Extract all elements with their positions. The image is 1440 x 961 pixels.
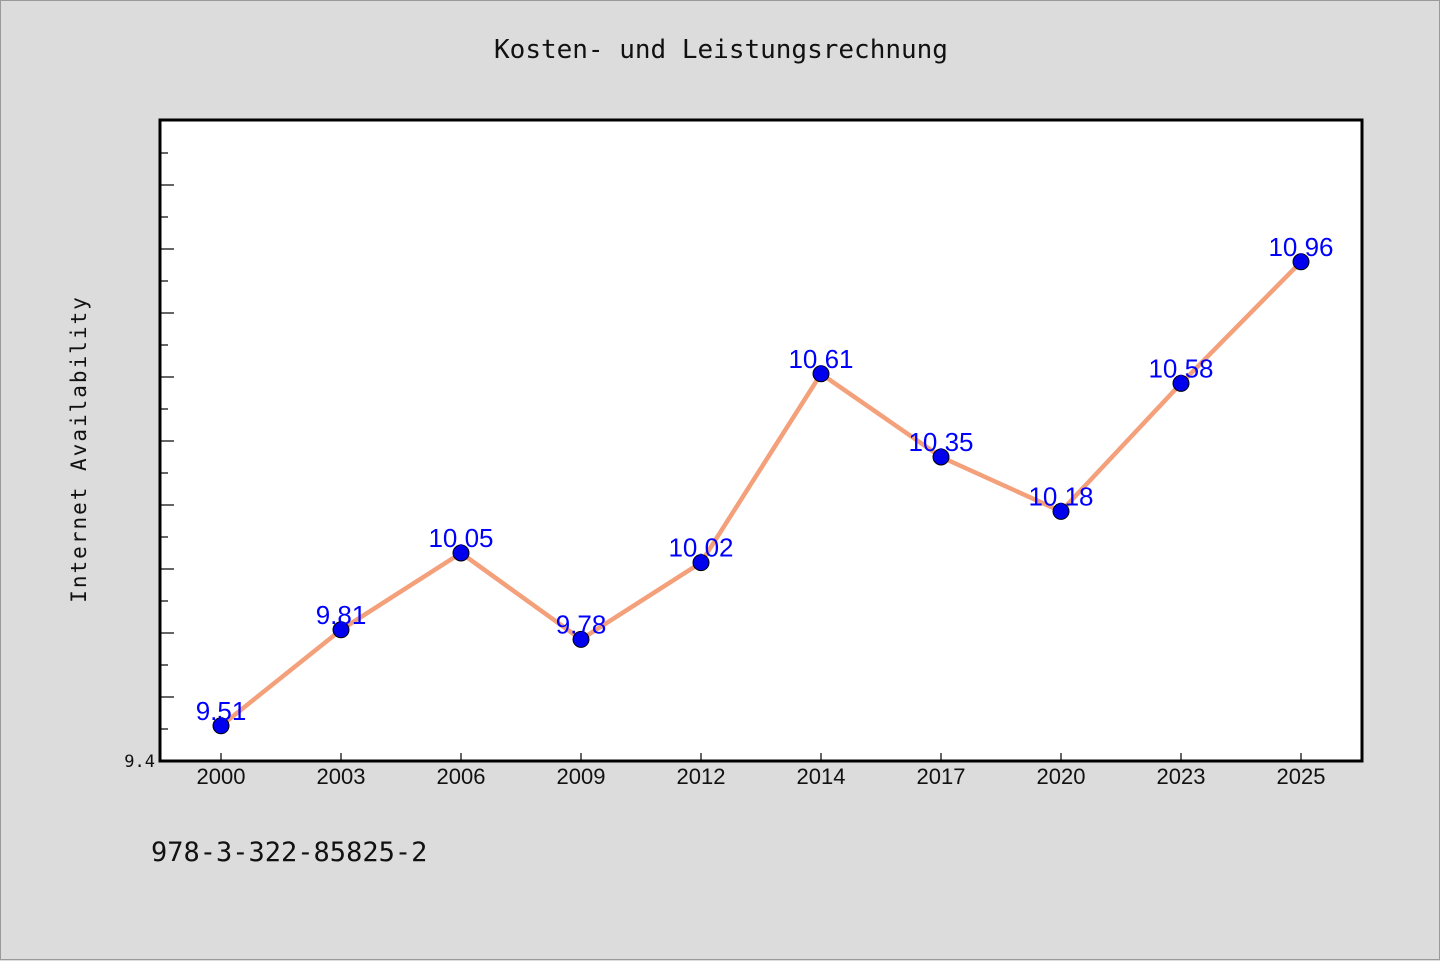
data-label: 10.18: [1028, 481, 1093, 511]
x-tick-label: 2025: [1277, 764, 1326, 789]
data-point: [932, 448, 950, 466]
x-axis-ticks: 2000 2003 2006 2009 2012 2014 2017 2020 2023 2025: [197, 753, 1326, 789]
data-point: [572, 630, 590, 648]
x-tick-label: 2000: [197, 764, 246, 789]
data-point: [692, 554, 710, 572]
data-label: 9.81: [316, 600, 367, 630]
x-tick-label: 2017: [917, 764, 966, 789]
data-label: 10.58: [1148, 353, 1213, 383]
series-line: [218, 259, 1304, 729]
data-point: [1052, 502, 1070, 520]
y-axis-ticks: 9.4: [124, 152, 174, 772]
data-point: [212, 717, 230, 735]
data-point: [812, 365, 830, 383]
data-label: 10.05: [428, 523, 493, 553]
data-label: 9.78: [556, 609, 607, 639]
x-tick-label: 2020: [1037, 764, 1086, 789]
x-tick-label: 2023: [1157, 764, 1206, 789]
data-point: [452, 544, 470, 562]
data-label: 10.96: [1268, 232, 1333, 262]
data-label: 10.35: [908, 427, 973, 457]
data-point: [1292, 253, 1310, 271]
series-layer: 9.51 9.81 10.05 9.78 10.02 10.61 10.35 10.18 10.…: [196, 232, 1334, 735]
data-label: 9.51: [196, 696, 247, 726]
footer-code: 978-3-322-85825-2: [151, 837, 428, 868]
y-tick-label: 9.4: [124, 752, 155, 772]
x-tick-label: 2006: [437, 764, 486, 789]
plot-area: [158, 118, 1364, 763]
data-point: [332, 621, 350, 639]
x-tick-label: 2003: [317, 764, 366, 789]
data-label: 10.02: [668, 533, 733, 563]
data-label: 10.61: [788, 344, 853, 374]
chart-title: Kosten- und Leistungsrechnung: [494, 35, 948, 65]
x-tick-label: 2014: [797, 764, 846, 789]
x-tick-label: 2009: [557, 764, 606, 789]
data-point: [1172, 374, 1190, 392]
x-tick-label: 2012: [677, 764, 726, 789]
